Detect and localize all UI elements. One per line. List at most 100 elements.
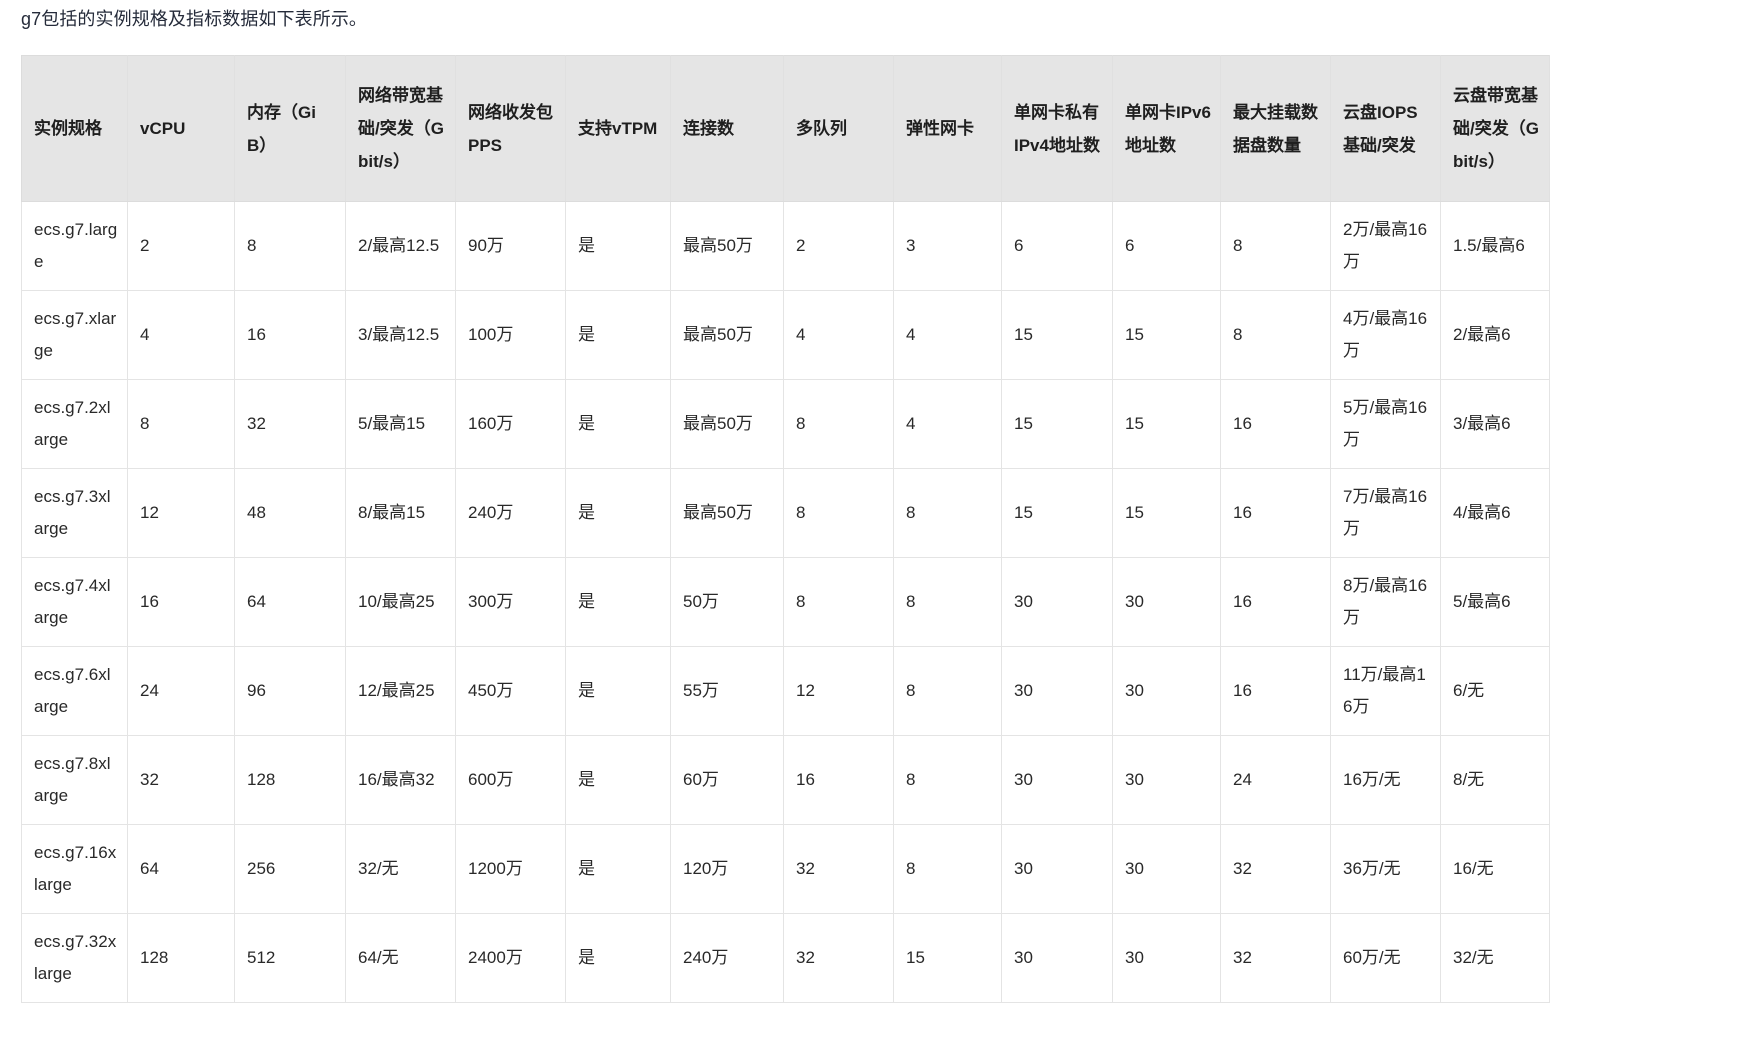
cell-memory: 256: [234, 824, 346, 914]
column-header-elastic-nic: 弹性网卡: [893, 55, 1002, 202]
cell-vtpm: 是: [565, 201, 671, 291]
cell-vtpm: 是: [565, 290, 671, 380]
cell-pps: 1200万: [455, 824, 566, 914]
table-row: ecs.g7.6xlarge 24 96 12/最高25 450万是 55万 12 8 30 30…: [21, 646, 1550, 736]
instance-spec-table: 实例规格 vCPU 内存（GiB） 网络带宽基础/突发（Gbit/s） 网络收发…: [21, 55, 1550, 1003]
cell-multi-queue: 8: [783, 379, 894, 469]
column-header-pps: 网络收发包PPS: [455, 55, 566, 202]
cell-pps: 240万: [455, 468, 566, 558]
cell-network-bandwidth: 3/最高12.5: [345, 290, 456, 380]
cell-connections: 最高50万: [670, 201, 784, 291]
cell-vtpm: 是: [565, 913, 671, 1003]
cell-disk-bandwidth: 2/最高6: [1440, 290, 1550, 380]
cell-multi-queue: 8: [783, 557, 894, 647]
cell-ipv4-count: 30: [1001, 735, 1113, 825]
cell-ipv6-count: 30: [1112, 557, 1221, 647]
cell-max-data-disks: 8: [1220, 290, 1331, 380]
cell-elastic-nic: 8: [893, 557, 1002, 647]
cell-disk-iops: 36万/无: [1330, 824, 1441, 914]
cell-vcpu: 16: [127, 557, 235, 647]
cell-vtpm: 是: [565, 735, 671, 825]
cell-ipv4-count: 15: [1001, 290, 1113, 380]
cell-connections: 最高50万: [670, 468, 784, 558]
cell-network-bandwidth: 8/最高15: [345, 468, 456, 558]
cell-ipv4-count: 15: [1001, 468, 1113, 558]
cell-connections: 60万: [670, 735, 784, 825]
cell-vcpu: 128: [127, 913, 235, 1003]
cell-disk-iops: 5万/最高16万: [1330, 379, 1441, 469]
cell-elastic-nic: 8: [893, 824, 1002, 914]
column-header-disk-bandwidth: 云盘带宽基础/突发（Gbit/s）: [1440, 55, 1550, 202]
cell-memory: 96: [234, 646, 346, 736]
column-header-max-data-disks: 最大挂载数据盘数量: [1220, 55, 1331, 202]
cell-disk-iops: 7万/最高16万: [1330, 468, 1441, 558]
cell-ipv4-count: 30: [1001, 824, 1113, 914]
cell-vtpm: 是: [565, 379, 671, 469]
cell-vcpu: 2: [127, 201, 235, 291]
cell-ipv6-count: 30: [1112, 824, 1221, 914]
cell-instance-type: ecs.g7.3xlarge: [21, 468, 128, 558]
table-row: ecs.g7.3xlarge 12 48 8/最高15 240万是最高50万 8 8 15 15…: [21, 468, 1550, 558]
column-header-connections: 连接数: [670, 55, 784, 202]
cell-pps: 90万: [455, 201, 566, 291]
cell-ipv6-count: 30: [1112, 735, 1221, 825]
cell-network-bandwidth: 2/最高12.5: [345, 201, 456, 291]
table-row: ecs.g7.32xlarge 128 512 64/无 2400万是 240万 32 15 3…: [21, 913, 1550, 1003]
cell-elastic-nic: 8: [893, 735, 1002, 825]
cell-disk-iops: 16万/无: [1330, 735, 1441, 825]
cell-memory: 128: [234, 735, 346, 825]
cell-instance-type: ecs.g7.6xlarge: [21, 646, 128, 736]
table-row: ecs.g7.2xlarge 8 32 5/最高15 160万是最高50万 8 4 15 15 1…: [21, 379, 1550, 469]
cell-vcpu: 12: [127, 468, 235, 558]
cell-elastic-nic: 4: [893, 290, 1002, 380]
cell-disk-bandwidth: 6/无: [1440, 646, 1550, 736]
cell-pps: 600万: [455, 735, 566, 825]
column-header-multi-queue: 多队列: [783, 55, 894, 202]
column-header-instance-type: 实例规格: [21, 55, 128, 202]
table-row: ecs.g7.8xlarge 32 128 16/最高32 600万是 60万 16 8 30 3…: [21, 735, 1550, 825]
cell-ipv6-count: 30: [1112, 646, 1221, 736]
cell-connections: 50万: [670, 557, 784, 647]
cell-multi-queue: 32: [783, 824, 894, 914]
cell-elastic-nic: 3: [893, 201, 1002, 291]
cell-instance-type: ecs.g7.2xlarge: [21, 379, 128, 469]
cell-disk-iops: 60万/无: [1330, 913, 1441, 1003]
cell-connections: 最高50万: [670, 379, 784, 469]
cell-max-data-disks: 32: [1220, 913, 1331, 1003]
cell-multi-queue: 32: [783, 913, 894, 1003]
cell-pps: 300万: [455, 557, 566, 647]
cell-pps: 160万: [455, 379, 566, 469]
spec-table-container: 实例规格 vCPU 内存（GiB） 网络带宽基础/突发（Gbit/s） 网络收发…: [21, 55, 1760, 1003]
cell-ipv4-count: 30: [1001, 913, 1113, 1003]
cell-vtpm: 是: [565, 646, 671, 736]
table-row: ecs.g7.xlarge 4 16 3/最高12.5 100万是最高50万 4 4 15 15…: [21, 290, 1550, 380]
column-header-ipv4-count: 单网卡私有IPv4地址数: [1001, 55, 1113, 202]
cell-network-bandwidth: 10/最高25: [345, 557, 456, 647]
cell-elastic-nic: 8: [893, 646, 1002, 736]
cell-max-data-disks: 16: [1220, 379, 1331, 469]
cell-pps: 450万: [455, 646, 566, 736]
cell-network-bandwidth: 12/最高25: [345, 646, 456, 736]
cell-max-data-disks: 24: [1220, 735, 1331, 825]
cell-ipv4-count: 15: [1001, 379, 1113, 469]
cell-instance-type: ecs.g7.8xlarge: [21, 735, 128, 825]
cell-instance-type: ecs.g7.xlarge: [21, 290, 128, 380]
cell-memory: 16: [234, 290, 346, 380]
cell-vcpu: 4: [127, 290, 235, 380]
intro-paragraph: g7包括的实例规格及指标数据如下表所示。: [21, 9, 368, 29]
cell-ipv4-count: 30: [1001, 646, 1113, 736]
cell-vcpu: 24: [127, 646, 235, 736]
cell-multi-queue: 12: [783, 646, 894, 736]
cell-vtpm: 是: [565, 824, 671, 914]
cell-network-bandwidth: 16/最高32: [345, 735, 456, 825]
column-header-vtpm: 支持vTPM: [565, 55, 671, 202]
cell-elastic-nic: 8: [893, 468, 1002, 558]
cell-ipv6-count: 15: [1112, 379, 1221, 469]
cell-elastic-nic: 15: [893, 913, 1002, 1003]
cell-network-bandwidth: 32/无: [345, 824, 456, 914]
cell-connections: 最高50万: [670, 290, 784, 380]
cell-instance-type: ecs.g7.16xlarge: [21, 824, 128, 914]
cell-disk-iops: 11万/最高16万: [1330, 646, 1441, 736]
cell-memory: 32: [234, 379, 346, 469]
